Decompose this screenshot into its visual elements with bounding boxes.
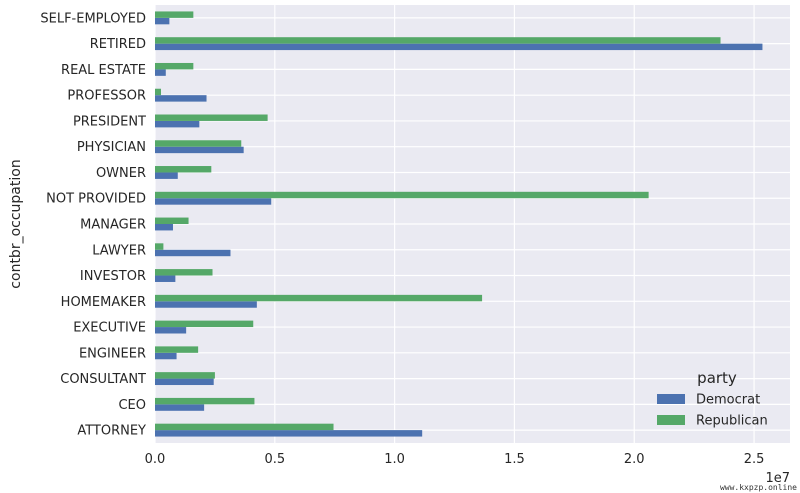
bar-republican xyxy=(155,217,189,224)
y-tick-label: CONSULTANT xyxy=(60,372,146,387)
y-tick-label: REAL ESTATE xyxy=(61,63,146,78)
bar-republican xyxy=(155,294,483,302)
x-tick-label: 2.5 xyxy=(744,452,765,467)
bar-democrat xyxy=(155,301,257,308)
bar-democrat xyxy=(155,275,176,282)
y-tick-label: PRESIDENT xyxy=(73,114,146,129)
y-tick-label: ENGINEER xyxy=(79,346,146,361)
bar-democrat xyxy=(155,249,231,257)
bar-democrat xyxy=(155,378,214,386)
bar-republican xyxy=(155,11,194,18)
y-tick-label: EXECUTIVE xyxy=(73,321,146,336)
x-tick-label: 2.0 xyxy=(624,452,645,467)
bars xyxy=(155,11,763,437)
y-tick-label: HOMEMAKER xyxy=(61,295,146,310)
bar-republican xyxy=(155,320,254,328)
bar-democrat xyxy=(155,327,187,334)
legend-label-democrat: Democrat xyxy=(696,393,760,408)
bar-democrat xyxy=(155,120,200,128)
bar-republican xyxy=(155,243,164,250)
y-tick-label: MANAGER xyxy=(80,218,146,233)
bar-republican xyxy=(155,62,194,70)
x-tick-label: 0.0 xyxy=(145,452,166,467)
bar-republican xyxy=(155,166,212,173)
bar-democrat xyxy=(155,198,272,205)
x-axis-ticks: 0.0 0.5 1.0 1.5 2.0 2.5 xyxy=(145,452,765,467)
bar-democrat xyxy=(155,224,173,231)
bar-republican xyxy=(155,114,268,121)
bar-republican xyxy=(155,140,242,147)
y-tick-label: PHYSICIAN xyxy=(77,140,146,155)
bar-democrat xyxy=(155,172,178,179)
bar-democrat xyxy=(155,404,205,411)
bar-democrat xyxy=(155,146,244,154)
y-tick-label: CEO xyxy=(118,398,146,413)
bar-democrat xyxy=(155,95,207,102)
legend-swatch-democrat xyxy=(657,394,685,404)
legend-label-republican: Republican xyxy=(696,414,768,429)
watermark: www.kxpzp.online xyxy=(720,483,797,492)
legend: party Democrat Republican xyxy=(657,369,768,429)
bar-republican xyxy=(155,397,255,405)
y-tick-label: LAWYER xyxy=(92,243,146,258)
x-tick-label: 0.5 xyxy=(264,452,285,467)
y-tick-label: NOT PROVIDED xyxy=(46,192,146,207)
bar-republican xyxy=(155,191,649,199)
y-axis-ticks: ATTORNEY CEO CONSULTANT ENGINEER EXECUTIVE HO… xyxy=(40,11,146,438)
bar-democrat xyxy=(155,352,177,360)
bar-republican xyxy=(155,88,161,96)
bar-republican xyxy=(155,372,215,379)
bar-democrat xyxy=(155,43,763,51)
y-tick-label: SELF-EMPLOYED xyxy=(40,11,146,26)
y-tick-label: PROFESSOR xyxy=(67,89,146,104)
bar-republican xyxy=(155,269,213,276)
legend-title: party xyxy=(697,369,737,387)
bar-republican xyxy=(155,423,334,431)
y-axis-title: contbr_occupation xyxy=(8,159,24,288)
y-tick-label: ATTORNEY xyxy=(77,424,146,439)
y-tick-label: RETIRED xyxy=(90,37,146,52)
x-tick-label: 1.5 xyxy=(504,452,525,467)
legend-swatch-republican xyxy=(657,415,685,425)
bar-democrat xyxy=(155,430,423,437)
bar-republican xyxy=(155,37,721,44)
x-axis-offset-label: 1e7 xyxy=(765,471,790,486)
y-tick-label: OWNER xyxy=(96,166,146,181)
y-tick-label: INVESTOR xyxy=(80,269,146,284)
bar-democrat xyxy=(155,17,170,25)
x-tick-label: 1.0 xyxy=(384,452,405,467)
bar-republican xyxy=(155,346,199,353)
bar-democrat xyxy=(155,69,166,76)
